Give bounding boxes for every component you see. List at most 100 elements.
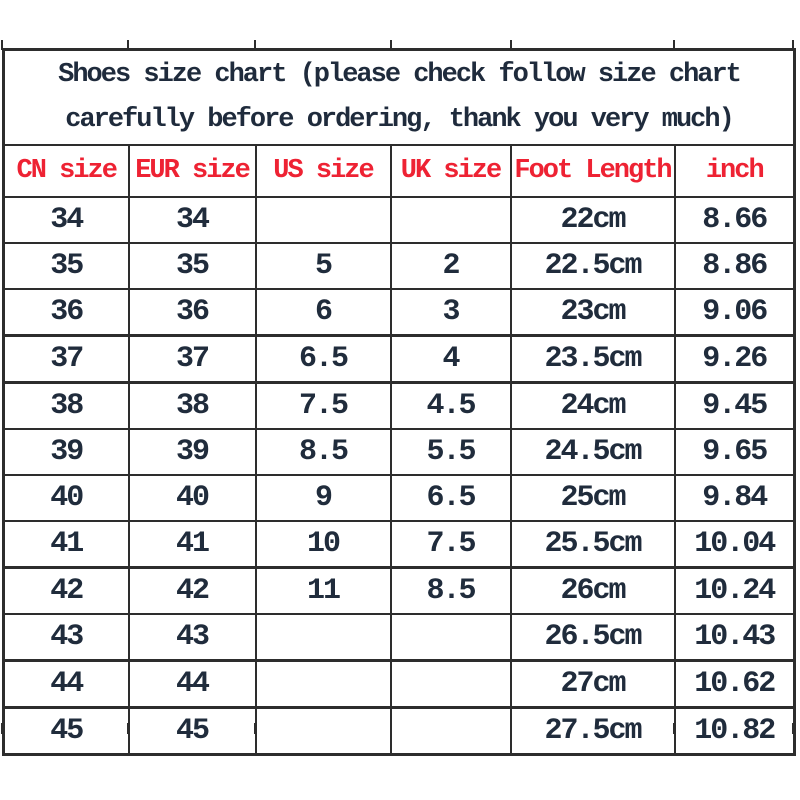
table-cell: 10 bbox=[254, 520, 392, 569]
table-cell: 38 bbox=[2, 381, 130, 430]
crop-tick bbox=[1, 40, 3, 50]
crop-tick bbox=[390, 40, 392, 50]
table-row: 41 41 10 7.5 25.5cm 10.04 bbox=[2, 520, 796, 569]
chart-title: Shoes size chart (please check follow si… bbox=[2, 48, 796, 146]
table-cell: 39 bbox=[2, 428, 130, 476]
table-cell: 40 bbox=[127, 474, 257, 522]
table-cell: 44 bbox=[2, 659, 130, 709]
table-cell bbox=[254, 659, 392, 709]
table-cell: 27cm bbox=[509, 659, 676, 709]
table-cell: 8.5 bbox=[254, 428, 392, 476]
table-row: 42 42 11 8.5 26cm 10.24 bbox=[2, 566, 796, 615]
table-row: 45 45 27.5cm 10.82 bbox=[2, 706, 796, 756]
table-cell: 2 bbox=[389, 242, 512, 290]
size-chart-table: Shoes size chart (please check follow si… bbox=[2, 48, 797, 756]
crop-tick bbox=[510, 40, 512, 50]
crop-tick bbox=[673, 40, 675, 50]
table-row: 43 43 26.5cm 10.43 bbox=[2, 613, 796, 662]
table-cell: 36 bbox=[2, 288, 130, 337]
table-cell: 39 bbox=[127, 428, 257, 476]
table-row: 35 35 5 2 22.5cm 8.86 bbox=[2, 242, 796, 290]
table-row: 39 39 8.5 5.5 24.5cm 9.65 bbox=[2, 428, 796, 476]
size-chart-head: Shoes size chart (please check follow si… bbox=[2, 48, 796, 198]
column-header: EUR size bbox=[127, 144, 257, 198]
size-chart-body: 34 34 22cm 8.66 35 35 5 2 22.5cm 8.86 36 36 6 3 23cm 9.… bbox=[2, 196, 796, 756]
table-cell: 9 bbox=[254, 474, 392, 522]
table-cell: 8.86 bbox=[673, 242, 796, 290]
header-row: CN size EUR size US size UK size Foot Length… bbox=[2, 144, 796, 198]
table-cell: 25.5cm bbox=[509, 520, 676, 569]
table-cell: 9.84 bbox=[673, 474, 796, 522]
table-cell: 8.66 bbox=[673, 196, 796, 244]
crop-tick bbox=[792, 40, 794, 50]
table-cell: 10.62 bbox=[673, 659, 796, 709]
crop-tick bbox=[1, 723, 3, 734]
table-cell bbox=[389, 706, 512, 756]
table-cell bbox=[254, 613, 392, 662]
table-cell: 7.5 bbox=[254, 381, 392, 430]
table-cell: 10.82 bbox=[673, 706, 796, 756]
table-row: 38 38 7.5 4.5 24cm 9.45 bbox=[2, 381, 796, 430]
table-cell: 44 bbox=[127, 659, 257, 709]
table-cell: 34 bbox=[2, 196, 130, 244]
table-row: 40 40 9 6.5 25cm 9.84 bbox=[2, 474, 796, 522]
table-cell: 6.5 bbox=[389, 474, 512, 522]
crop-tick bbox=[390, 723, 392, 734]
table-cell: 43 bbox=[127, 613, 257, 662]
table-cell: 36 bbox=[127, 288, 257, 337]
table-cell: 40 bbox=[2, 474, 130, 522]
table-cell: 6 bbox=[254, 288, 392, 337]
crop-tick bbox=[127, 40, 129, 50]
table-cell: 26.5cm bbox=[509, 613, 676, 662]
table-row: 44 44 27cm 10.62 bbox=[2, 659, 796, 709]
title-row: Shoes size chart (please check follow si… bbox=[2, 48, 796, 146]
table-cell: 45 bbox=[127, 706, 257, 756]
table-cell: 5.5 bbox=[389, 428, 512, 476]
table-cell: 4.5 bbox=[389, 381, 512, 430]
column-header: UK size bbox=[389, 144, 512, 198]
crop-tick bbox=[254, 40, 256, 50]
table-cell: 3 bbox=[389, 288, 512, 337]
table-cell: 7.5 bbox=[389, 520, 512, 569]
table-cell: 42 bbox=[2, 566, 130, 615]
table-cell: 27.5cm bbox=[509, 706, 676, 756]
table-row: 34 34 22cm 8.66 bbox=[2, 196, 796, 244]
table-cell: 42 bbox=[127, 566, 257, 615]
table-cell: 41 bbox=[127, 520, 257, 569]
crop-tick bbox=[510, 723, 512, 734]
table-cell bbox=[389, 659, 512, 709]
table-cell: 34 bbox=[127, 196, 257, 244]
crop-tick bbox=[127, 723, 129, 734]
column-header: CN size bbox=[2, 144, 130, 198]
table-cell: 45 bbox=[2, 706, 130, 756]
table-cell: 23cm bbox=[509, 288, 676, 337]
table-cell: 5 bbox=[254, 242, 392, 290]
table-cell bbox=[254, 196, 392, 244]
table-cell: 22cm bbox=[509, 196, 676, 244]
crop-tick bbox=[792, 723, 794, 734]
table-cell bbox=[389, 613, 512, 662]
table-row: 36 36 6 3 23cm 9.06 bbox=[2, 288, 796, 337]
table-cell: 43 bbox=[2, 613, 130, 662]
table-cell: 9.06 bbox=[673, 288, 796, 337]
table-cell: 35 bbox=[2, 242, 130, 290]
table-cell: 37 bbox=[2, 334, 130, 384]
table-cell: 25cm bbox=[509, 474, 676, 522]
table-cell: 37 bbox=[127, 334, 257, 384]
table-cell: 38 bbox=[127, 381, 257, 430]
table-cell: 9.45 bbox=[673, 381, 796, 430]
table-cell: 9.65 bbox=[673, 428, 796, 476]
table-cell: 10.43 bbox=[673, 613, 796, 662]
table-cell: 24.5cm bbox=[509, 428, 676, 476]
table-cell: 10.04 bbox=[673, 520, 796, 569]
table-cell: 22.5cm bbox=[509, 242, 676, 290]
table-cell: 9.26 bbox=[673, 334, 796, 384]
table-row: 37 37 6.5 4 23.5cm 9.26 bbox=[2, 334, 796, 384]
crop-tick bbox=[254, 723, 256, 734]
table-cell bbox=[389, 196, 512, 244]
table-cell: 10.24 bbox=[673, 566, 796, 615]
table-cell bbox=[254, 706, 392, 756]
column-header: inch bbox=[673, 144, 796, 198]
table-cell: 6.5 bbox=[254, 334, 392, 384]
